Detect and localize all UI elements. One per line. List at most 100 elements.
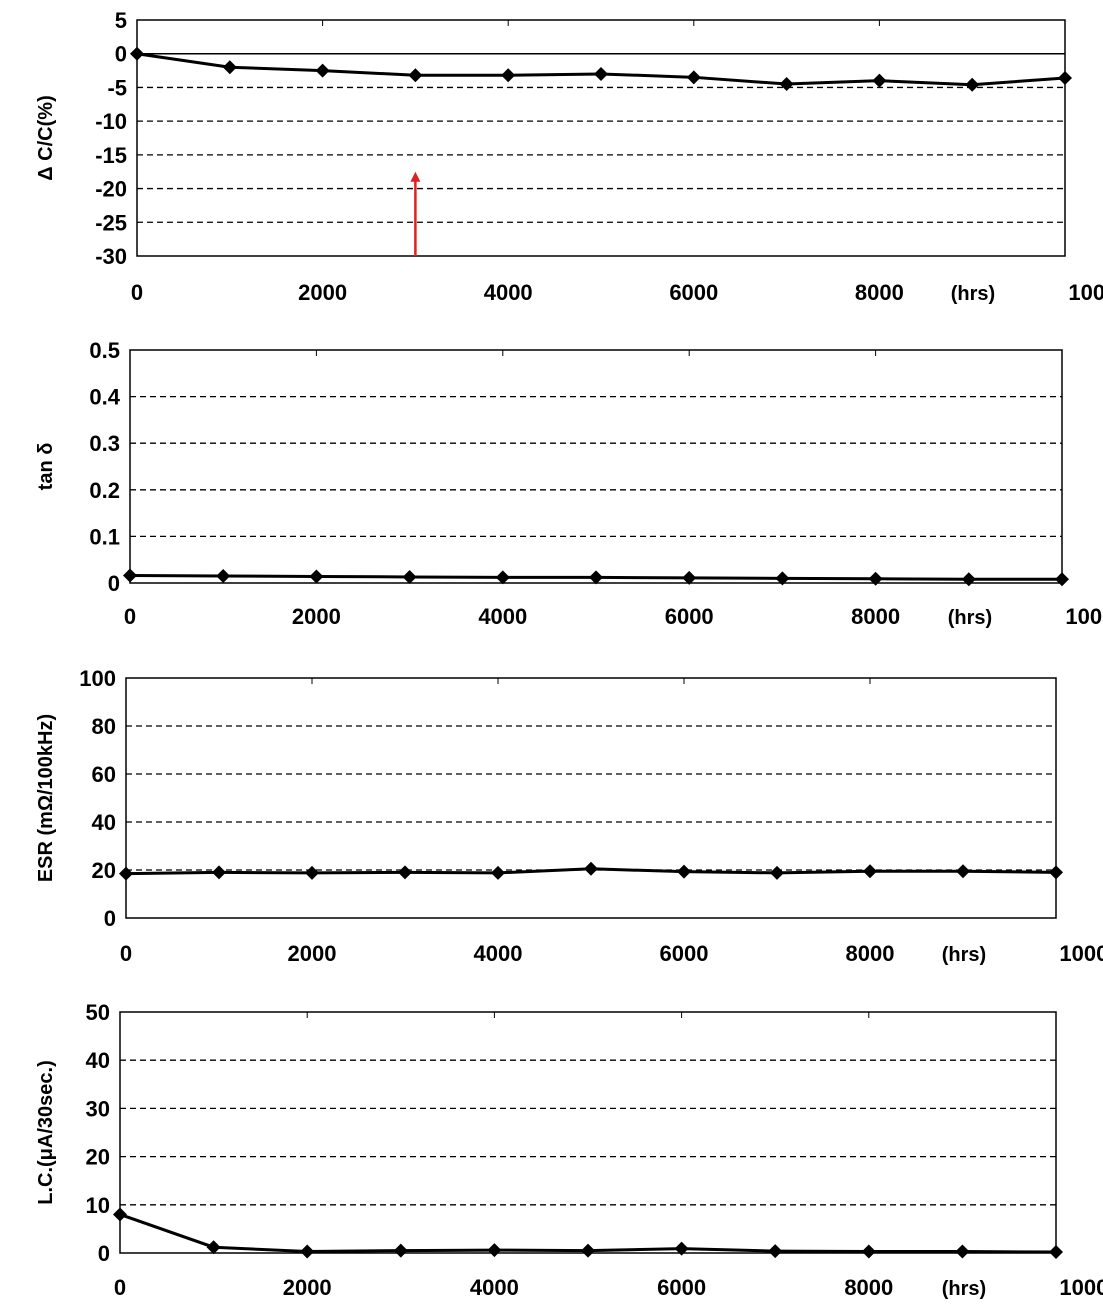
tan-delta-xtick-label-1: 2000 <box>292 604 341 629</box>
leakage-current-plot-frame <box>119 1011 1057 1254</box>
esr-ytick-label-3: 40 <box>92 810 116 835</box>
tan-delta-ytick-label-2: 0.3 <box>89 431 120 456</box>
esr-data-point-5 <box>584 861 598 876</box>
tan-delta-ytick-label-3: 0.2 <box>89 478 120 503</box>
tan-delta-data-point-8 <box>868 571 883 586</box>
leakage-current-xtick-label-3: 6000 <box>657 1275 706 1300</box>
tan-delta-ytick-label-4: 0.1 <box>89 524 120 549</box>
leakage-current-data-point-5 <box>581 1243 595 1258</box>
esr-data-point-8 <box>863 864 877 879</box>
capacitance-change-ytick-label-3: -10 <box>95 109 127 134</box>
leakage-current-xtick-label-4: 8000 <box>844 1275 893 1300</box>
capacitance-change-plot-frame <box>136 19 1066 257</box>
capacitance-change-data-point-10 <box>1058 70 1072 85</box>
esr-xtick-label-1: 2000 <box>288 941 337 966</box>
capacitance-change-ytick-label-2: -5 <box>107 75 127 100</box>
esr-data-point-4 <box>491 865 505 880</box>
leakage-current-data-point-8 <box>861 1244 876 1259</box>
capacitance-change-xtick-label-3: 6000 <box>669 280 718 305</box>
tan-delta-data-point-2 <box>309 569 324 584</box>
tan-delta-x-unit-label: (hrs) <box>948 607 992 629</box>
capacitance-change-xtick-label-0: 0 <box>131 280 143 305</box>
esr-ytick-label-2: 60 <box>92 762 116 787</box>
capacitance-change-ytick-label-0: 5 <box>115 8 127 33</box>
capacitance-change-x-unit-label: (hrs) <box>951 283 995 305</box>
leakage-current-data-point-6 <box>674 1241 689 1256</box>
esr-data-point-9 <box>956 864 970 879</box>
leakage-current-x-unit-label: (hrs) <box>942 1278 986 1300</box>
esr-ytick-label-0: 100 <box>79 666 116 691</box>
capacitance-change-data-point-2 <box>315 63 330 78</box>
leakage-current-ytick-label-0: 50 <box>86 1000 110 1025</box>
tan-delta-ytick-label-0: 0.5 <box>89 338 120 363</box>
chart-capacitance-change: 50-5-10-15-20-25-30020004000600080001000… <box>35 8 1103 305</box>
leakage-current-data-point-0 <box>113 1207 127 1222</box>
leakage-current-data-point-4 <box>487 1243 502 1258</box>
capacitance-change-annotation-arrow-head <box>410 171 421 182</box>
capacitance-change-data-point-4 <box>501 68 516 83</box>
leakage-current-ytick-label-3: 20 <box>86 1145 110 1170</box>
esr-xtick-label-0: 0 <box>120 941 132 966</box>
chart-tan-delta: 0.5 0.4 0.3 0.2 0.1 00 2000 4000 6000 8000 10000 (h… <box>35 338 1103 629</box>
leakage-current-ytick-label-1: 40 <box>86 1048 110 1073</box>
capacitance-change-ytick-label-6: -25 <box>95 210 127 235</box>
leakage-current-data-point-2 <box>300 1244 315 1259</box>
esr-xtick-label-2: 4000 <box>474 941 523 966</box>
tan-delta-data-point-4 <box>495 570 510 585</box>
capacitance-change-data-point-3 <box>408 68 423 83</box>
leakage-current-data-point-1 <box>206 1240 221 1255</box>
leakage-current-xtick-label-2: 4000 <box>470 1275 519 1300</box>
leakage-current-data-point-3 <box>393 1243 408 1258</box>
capacitance-change-data-point-5 <box>594 66 608 81</box>
tan-delta-ytick-label-1: 0.4 <box>89 385 120 410</box>
esr-ytick-label-5: 0 <box>104 906 116 931</box>
leakage-current-xtick-label-5: 10000 <box>1059 1275 1103 1300</box>
chart-esr: 1008060402000200040006000800010000(hrs)E… <box>35 666 1103 966</box>
tan-delta-xtick-label-5: 10000 <box>1065 604 1103 629</box>
tan-delta-xtick-label-2: 4000 <box>478 604 527 629</box>
tan-delta-plot-frame <box>129 349 1063 584</box>
esr-xtick-label-5: 10000 <box>1059 941 1103 966</box>
capacitance-change-data-point-6 <box>686 70 701 85</box>
esr-data-point-1 <box>212 865 226 880</box>
tan-delta-data-point-10 <box>1055 572 1069 587</box>
capacitance-change-xtick-label-2: 4000 <box>484 280 533 305</box>
leakage-current-ytick-label-5: 0 <box>98 1241 110 1266</box>
chart-leakage-current: 50 40 30 20 10 00 2000 4000 6000 8000 10000 (hrs) L.… <box>35 1000 1103 1300</box>
capacitance-change-data-point-9 <box>965 77 980 92</box>
leakage-current-data-point-9 <box>955 1244 970 1259</box>
esr-ytick-label-1: 80 <box>92 714 116 739</box>
esr-ytick-label-4: 20 <box>92 858 116 883</box>
tan-delta-data-point-1 <box>216 569 231 584</box>
esr-plot-frame <box>125 677 1057 919</box>
capacitance-change-y-axis-label: Δ C/C(%) <box>35 95 57 180</box>
leakage-current-data-point-10 <box>1049 1245 1063 1260</box>
esr-y-axis-label: ESR (mΩ/100kHz) <box>35 714 57 882</box>
capacitance-change-ytick-label-4: -15 <box>95 143 127 168</box>
leakage-current-xtick-label-1: 2000 <box>283 1275 332 1300</box>
esr-xtick-label-3: 6000 <box>660 941 709 966</box>
capacitance-change-xtick-label-4: 8000 <box>855 280 904 305</box>
esr-data-point-0 <box>119 866 133 881</box>
capacitance-change-data-point-1 <box>222 60 237 75</box>
leakage-current-ytick-label-2: 30 <box>86 1096 110 1121</box>
capacitance-change-ytick-label-7: -30 <box>95 244 127 269</box>
capacitance-change-xtick-label-5: 10000 <box>1068 280 1103 305</box>
tan-delta-data-point-3 <box>402 569 417 584</box>
esr-data-point-7 <box>770 865 784 880</box>
tan-delta-data-point-0 <box>123 568 137 583</box>
esr-data-point-6 <box>677 864 691 879</box>
capacitance-change-ytick-label-5: -20 <box>95 177 127 202</box>
tan-delta-data-point-9 <box>961 572 976 587</box>
esr-data-point-2 <box>305 865 319 880</box>
tan-delta-data-point-6 <box>682 570 697 585</box>
tan-delta-data-point-7 <box>775 571 790 586</box>
leakage-current-xtick-label-0: 0 <box>114 1275 126 1300</box>
tan-delta-data-point-5 <box>589 570 603 585</box>
tan-delta-xtick-label-4: 8000 <box>851 604 900 629</box>
capacitance-change-data-point-8 <box>872 73 887 88</box>
esr-data-point-3 <box>398 865 412 880</box>
esr-data-point-10 <box>1049 865 1063 880</box>
leakage-current-ytick-label-4: 10 <box>86 1193 110 1218</box>
